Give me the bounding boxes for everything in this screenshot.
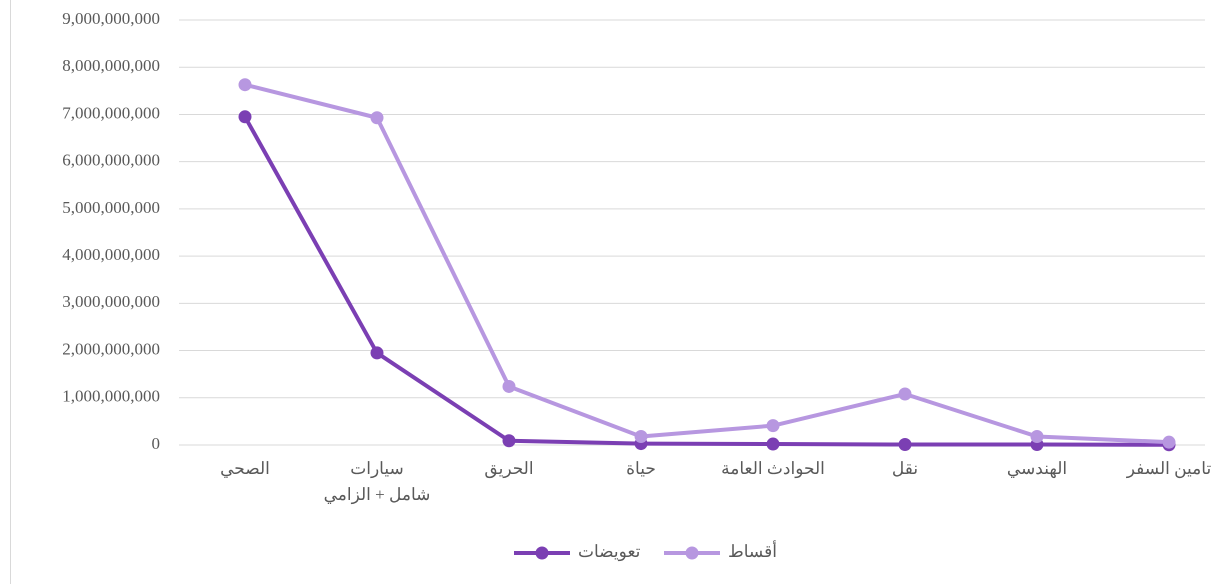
data-point — [502, 434, 516, 448]
series-line — [243, 115, 1170, 447]
y-tick-label: 3,000,000,000 — [62, 292, 160, 311]
data-point — [1030, 430, 1044, 443]
y-tick-label: 1,000,000,000 — [62, 387, 160, 406]
data-point — [502, 379, 516, 393]
x-tick-label: حياة — [626, 459, 656, 478]
data-point — [634, 430, 648, 443]
legend-label: تعويضات — [578, 542, 641, 562]
series-line — [244, 82, 1170, 445]
y-tick-label: 6,000,000,000 — [62, 151, 160, 170]
data-point — [898, 438, 912, 452]
data-point — [898, 387, 912, 401]
y-tick-label: 8,000,000,000 — [62, 56, 160, 75]
y-tick-label: 0 — [152, 434, 161, 453]
x-tick-label: الصحي — [220, 459, 270, 478]
data-point — [370, 346, 384, 360]
x-tick-label: الحريق — [484, 459, 533, 479]
legend-marker — [535, 546, 549, 560]
y-tick-label: 5,000,000,000 — [62, 198, 160, 217]
data-point — [766, 419, 780, 433]
data-point — [370, 111, 384, 125]
legend-marker — [685, 546, 699, 560]
legend-label: أقساط — [728, 540, 777, 561]
data-point — [238, 78, 252, 92]
data-point — [238, 110, 252, 124]
data-point — [1162, 435, 1176, 449]
data-point — [766, 437, 780, 451]
x-tick-label: سيارات شامل + الزامي — [324, 459, 431, 505]
x-tick-label: نقل — [892, 459, 918, 478]
y-tick-label: 4,000,000,000 — [62, 245, 160, 264]
y-tick-label: 2,000,000,000 — [62, 339, 160, 358]
x-tick-label: تامين السفر — [1126, 459, 1212, 479]
y-tick-label: 9,000,000,000 — [62, 9, 160, 28]
x-tick-label: الحوادث العامة — [721, 459, 825, 479]
x-tick-label: الهندسي — [1007, 459, 1067, 479]
y-tick-label: 7,000,000,000 — [62, 103, 160, 122]
